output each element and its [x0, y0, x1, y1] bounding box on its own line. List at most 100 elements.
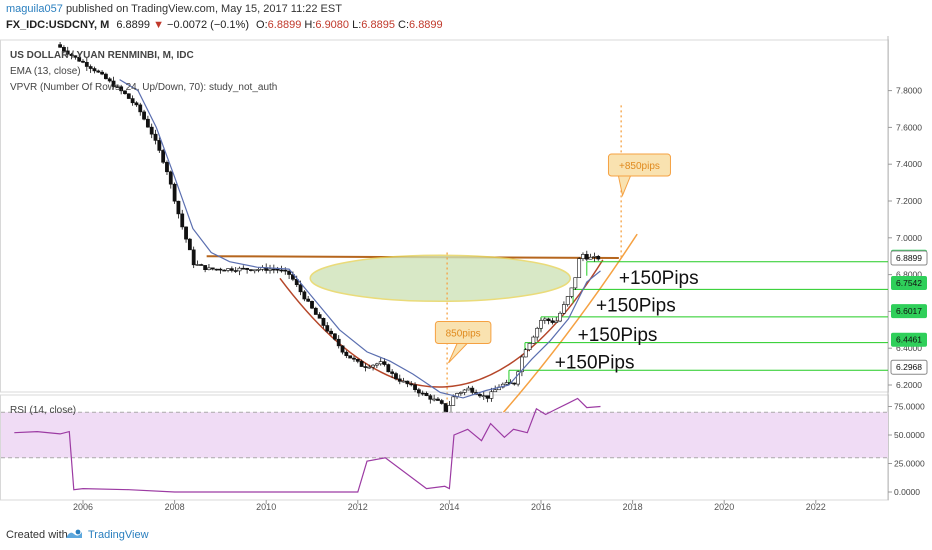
candle-body [371, 364, 375, 368]
projection-curve [494, 233, 638, 423]
candle-body [176, 200, 181, 215]
candle-body [104, 73, 108, 80]
candle-body [458, 392, 463, 394]
quote-line: FX_IDC:USDCNY, M 6.8899 ▼ −0.0072 (−0.1%… [6, 19, 443, 31]
candle-body [184, 226, 188, 240]
candle-body [107, 78, 112, 82]
candle-body [489, 391, 494, 399]
footer: Created with TradingView [0, 520, 932, 550]
candle-body [386, 364, 391, 373]
candle-body [294, 279, 299, 286]
candle-body [439, 400, 444, 404]
candle-body [256, 269, 261, 271]
candle-body [210, 267, 215, 270]
x-tick-label: 2012 [348, 502, 368, 512]
candle-body [275, 268, 280, 271]
candle-body [432, 398, 437, 401]
publish-info: maguila057 published on TradingView.com,… [6, 3, 342, 15]
candle-body [271, 268, 276, 271]
candle-body [325, 325, 330, 332]
price-marker-label: 6.4461 [896, 335, 922, 345]
candle-body [191, 249, 196, 266]
candle-body [348, 355, 353, 359]
callout-label: +850pips [619, 161, 660, 172]
candle-body [207, 267, 211, 270]
rsi-legend[interactable]: RSI (14, close) [10, 405, 77, 416]
candle-body [111, 80, 116, 87]
candle-body [195, 264, 200, 266]
candle-body [374, 363, 379, 366]
candle-body [84, 62, 89, 67]
rsi-y-tick-label: 75.0000 [894, 402, 925, 412]
candle-body [287, 270, 292, 275]
candle-body [481, 395, 486, 398]
candle-body [413, 384, 417, 390]
candle-body [226, 268, 230, 271]
candle-body [420, 392, 425, 395]
candle-body [245, 267, 250, 270]
candle-body [405, 380, 410, 385]
open-value: 6.8899 [267, 19, 302, 31]
candle-body [539, 320, 543, 329]
candle-body [126, 93, 131, 99]
candle-body [96, 70, 101, 73]
candle-body [161, 150, 166, 163]
candle-body [58, 44, 63, 48]
rsi-y-tick-label: 0.0000 [894, 487, 920, 497]
ema-legend[interactable]: EMA (13, close) [10, 66, 81, 77]
y-tick-label: 7.6000 [896, 122, 922, 132]
candle-body [241, 267, 246, 270]
candle-body [550, 320, 555, 323]
callout-label: 850pips [446, 328, 481, 339]
candle-body [382, 361, 387, 365]
candle-body [332, 333, 337, 340]
pips-label: +150Pips [578, 325, 658, 346]
candle-body [504, 382, 509, 385]
tradingview-link[interactable]: TradingView [88, 529, 149, 541]
candle-body [123, 90, 127, 95]
candle-body [569, 287, 574, 297]
down-arrow-icon: ▼ [153, 19, 164, 31]
candle-body [187, 238, 192, 251]
candle-body [336, 338, 341, 347]
candle-body [588, 257, 593, 260]
candle-body [470, 387, 475, 393]
y-tick-label: 6.2000 [896, 380, 922, 390]
chart-canvas[interactable]: 2006 2008 2010 2012 2014 2016 2018 2020 2022 7.80… [0, 36, 932, 520]
author-link[interactable]: maguila057 [6, 3, 63, 15]
candle-body [321, 317, 326, 326]
price-marker [891, 332, 927, 347]
candle-body [416, 389, 421, 394]
callout-pointer [448, 342, 469, 364]
pips-label: +150Pips [596, 295, 676, 316]
candle-body [367, 366, 372, 369]
candle-body [283, 269, 288, 272]
ema-line [119, 79, 601, 399]
x-tick-label: 2018 [623, 502, 643, 512]
candle-body [340, 345, 345, 353]
symbol-label[interactable]: FX_IDC:USDCNY, M [6, 19, 110, 31]
price-marker-label: 6.2968 [896, 362, 922, 372]
candle-body [409, 383, 414, 386]
high-value: 6.9080 [315, 19, 350, 31]
vpvr-legend[interactable]: VPVR (Number Of Rows, 24, Up/Down, 70): … [10, 82, 278, 93]
candle-body [462, 389, 467, 393]
callout-box [607, 153, 671, 177]
candle-body [359, 361, 364, 367]
rsi-y-tick-label: 50.0000 [894, 430, 925, 440]
candle-body [577, 258, 582, 278]
candle-body [249, 269, 253, 271]
price-marker-label: 6.6017 [896, 306, 922, 316]
candle-body [100, 71, 104, 75]
pips-label: +150Pips [619, 268, 699, 289]
callout-pointer [617, 175, 632, 198]
x-tick-label: 2006 [73, 502, 93, 512]
last-price: 6.8899 [116, 19, 151, 31]
candle-body [478, 394, 482, 397]
created-with-text: Created with [6, 529, 68, 541]
candle-body [203, 265, 208, 270]
candle-body [153, 133, 158, 141]
candle-body [214, 268, 219, 271]
x-tick-label: 2010 [256, 502, 276, 512]
rsi-band [1, 412, 888, 458]
